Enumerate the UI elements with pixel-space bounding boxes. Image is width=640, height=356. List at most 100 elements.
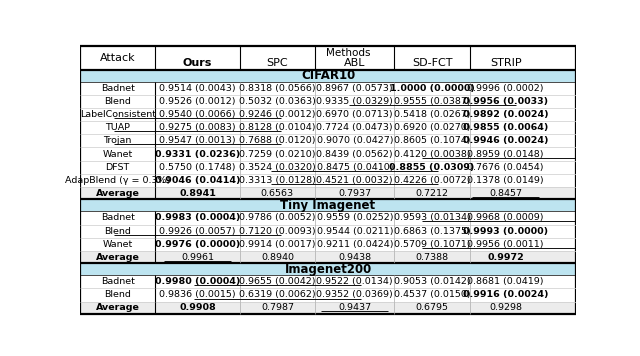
Text: 0.9968 (0.0009): 0.9968 (0.0009): [467, 214, 544, 222]
Text: 0.9211 (0.0424): 0.9211 (0.0424): [317, 240, 393, 249]
Text: Wanet: Wanet: [102, 240, 133, 249]
Text: Average: Average: [96, 303, 140, 312]
Text: Badnet: Badnet: [100, 277, 134, 286]
Text: 0.9976 (0.0000): 0.9976 (0.0000): [155, 240, 240, 249]
Text: 0.8457: 0.8457: [489, 189, 522, 198]
Text: 0.9555 (0.0387): 0.9555 (0.0387): [394, 97, 470, 106]
Text: 0.7212: 0.7212: [415, 189, 449, 198]
Text: 0.5418 (0.0267): 0.5418 (0.0267): [394, 110, 470, 119]
Text: Wanet: Wanet: [102, 150, 133, 158]
Text: 0.9275 (0.0083): 0.9275 (0.0083): [159, 123, 236, 132]
Text: 0.6863 (0.1375): 0.6863 (0.1375): [394, 227, 470, 236]
Text: 0.9956 (0.0011): 0.9956 (0.0011): [467, 240, 544, 249]
Text: 0.9855 (0.0064): 0.9855 (0.0064): [463, 123, 548, 132]
Text: 0.9926 (0.0057): 0.9926 (0.0057): [159, 227, 236, 236]
Text: 0.9547 (0.0013): 0.9547 (0.0013): [159, 136, 236, 145]
Text: 0.7688 (0.0120): 0.7688 (0.0120): [239, 136, 316, 145]
Text: Trojan: Trojan: [104, 136, 132, 145]
Text: 0.6319 (0.0062): 0.6319 (0.0062): [239, 290, 316, 299]
Text: 0.9786 (0.0052): 0.9786 (0.0052): [239, 214, 316, 222]
Bar: [80, 263, 576, 275]
Text: 0.9298: 0.9298: [489, 303, 522, 312]
Text: 0.9053 (0.0142): 0.9053 (0.0142): [394, 277, 470, 286]
Text: Average: Average: [96, 189, 140, 198]
Text: Badnet: Badnet: [100, 84, 134, 93]
Text: 0.9246 (0.0012): 0.9246 (0.0012): [239, 110, 316, 119]
Text: Blend: Blend: [104, 97, 131, 106]
Text: 0.9983 (0.0004): 0.9983 (0.0004): [155, 214, 240, 222]
Text: LabelConsistent: LabelConsistent: [80, 110, 156, 119]
Text: 0.9956 (0.0033): 0.9956 (0.0033): [463, 97, 548, 106]
Text: 0.6795: 0.6795: [415, 303, 449, 312]
Text: 0.4120 (0.0038): 0.4120 (0.0038): [394, 150, 470, 158]
Text: 0.9961: 0.9961: [181, 253, 214, 262]
Text: DFST: DFST: [106, 163, 130, 172]
Text: Ours: Ours: [183, 58, 212, 68]
Text: 0.9593 (0.0134): 0.9593 (0.0134): [394, 214, 470, 222]
Text: 0.9993 (0.0000): 0.9993 (0.0000): [463, 227, 548, 236]
Text: 0.9980 (0.0004): 0.9980 (0.0004): [155, 277, 240, 286]
Text: TUAP: TUAP: [105, 123, 130, 132]
Text: 0.8439 (0.0562): 0.8439 (0.0562): [316, 150, 393, 158]
Text: 0.6563: 0.6563: [261, 189, 294, 198]
Text: 0.8128 (0.0104): 0.8128 (0.0104): [239, 123, 316, 132]
Text: 0.4521 (0.0032): 0.4521 (0.0032): [316, 176, 393, 185]
Text: Tiny Imagenet: Tiny Imagenet: [280, 199, 376, 212]
Text: 0.6920 (0.0270): 0.6920 (0.0270): [394, 123, 470, 132]
Text: 0.6970 (0.0713): 0.6970 (0.0713): [316, 110, 393, 119]
Text: 0.9438: 0.9438: [338, 253, 371, 262]
Text: 0.9908: 0.9908: [179, 303, 216, 312]
Text: 0.8959 (0.0148): 0.8959 (0.0148): [467, 150, 544, 158]
Text: Blend: Blend: [104, 290, 131, 299]
Bar: [80, 251, 576, 263]
Text: 0.9437: 0.9437: [338, 303, 371, 312]
Text: 0.7724 (0.0473): 0.7724 (0.0473): [316, 123, 393, 132]
Text: SD-FCT: SD-FCT: [412, 58, 452, 68]
Text: 0.9522 (0.0134): 0.9522 (0.0134): [316, 277, 393, 286]
Text: 0.8855 (0.0309): 0.8855 (0.0309): [390, 163, 475, 172]
Text: 0.9836 (0.0015): 0.9836 (0.0015): [159, 290, 236, 299]
Text: 0.9655 (0.0042): 0.9655 (0.0042): [239, 277, 316, 286]
Text: 0.3524 (0.0320): 0.3524 (0.0320): [239, 163, 316, 172]
Text: 0.7259 (0.0210): 0.7259 (0.0210): [239, 150, 316, 158]
Bar: [80, 199, 576, 211]
Bar: [80, 302, 576, 314]
Bar: [80, 187, 576, 199]
Text: AdapBlend (γ = 0.3%): AdapBlend (γ = 0.3%): [65, 176, 170, 185]
Text: CIFAR10: CIFAR10: [301, 69, 355, 82]
Text: 0.9892 (0.0024): 0.9892 (0.0024): [463, 110, 548, 119]
Text: 0.8967 (0.0573): 0.8967 (0.0573): [316, 84, 393, 93]
Text: 0.9996 (0.0002): 0.9996 (0.0002): [467, 84, 544, 93]
Text: 0.3313 (0.0128): 0.3313 (0.0128): [239, 176, 316, 185]
Text: 0.7937: 0.7937: [338, 189, 371, 198]
Text: 0.9335 (0.0329): 0.9335 (0.0329): [316, 97, 393, 106]
Text: 0.7388: 0.7388: [415, 253, 449, 262]
Text: 0.7676 (0.0454): 0.7676 (0.0454): [467, 163, 544, 172]
Text: 0.9972: 0.9972: [487, 253, 524, 262]
Text: 0.4537 (0.0150): 0.4537 (0.0150): [394, 290, 470, 299]
Text: 0.9540 (0.0066): 0.9540 (0.0066): [159, 110, 236, 119]
Text: 0.9070 (0.0427): 0.9070 (0.0427): [317, 136, 393, 145]
Text: ABL: ABL: [344, 58, 365, 68]
Text: Methods: Methods: [326, 48, 371, 58]
Text: 0.8681 (0.0419): 0.8681 (0.0419): [467, 277, 544, 286]
Text: 0.9352 (0.0369): 0.9352 (0.0369): [316, 290, 393, 299]
Text: 0.9331 (0.0236): 0.9331 (0.0236): [155, 150, 240, 158]
Text: SPC: SPC: [267, 58, 288, 68]
Text: 0.9544 (0.0211): 0.9544 (0.0211): [317, 227, 393, 236]
Text: Average: Average: [96, 253, 140, 262]
Text: 0.7120 (0.0093): 0.7120 (0.0093): [239, 227, 316, 236]
Text: 0.8941: 0.8941: [179, 189, 216, 198]
Text: 0.9514 (0.0043): 0.9514 (0.0043): [159, 84, 236, 93]
Text: STRIP: STRIP: [490, 58, 522, 68]
Text: 0.8475 (0.0410): 0.8475 (0.0410): [317, 163, 393, 172]
Text: 0.7987: 0.7987: [261, 303, 294, 312]
Text: 0.5750 (0.1748): 0.5750 (0.1748): [159, 163, 236, 172]
Text: Imagenet200: Imagenet200: [284, 263, 372, 276]
Text: 0.9559 (0.0252): 0.9559 (0.0252): [317, 214, 393, 222]
Text: 0.9526 (0.0012): 0.9526 (0.0012): [159, 97, 236, 106]
Text: 0.9916 (0.0024): 0.9916 (0.0024): [463, 290, 548, 299]
Text: 0.5709 (0.1071): 0.5709 (0.1071): [394, 240, 470, 249]
Text: Blend: Blend: [104, 227, 131, 236]
Text: 0.9046 (0.0414): 0.9046 (0.0414): [155, 176, 240, 185]
